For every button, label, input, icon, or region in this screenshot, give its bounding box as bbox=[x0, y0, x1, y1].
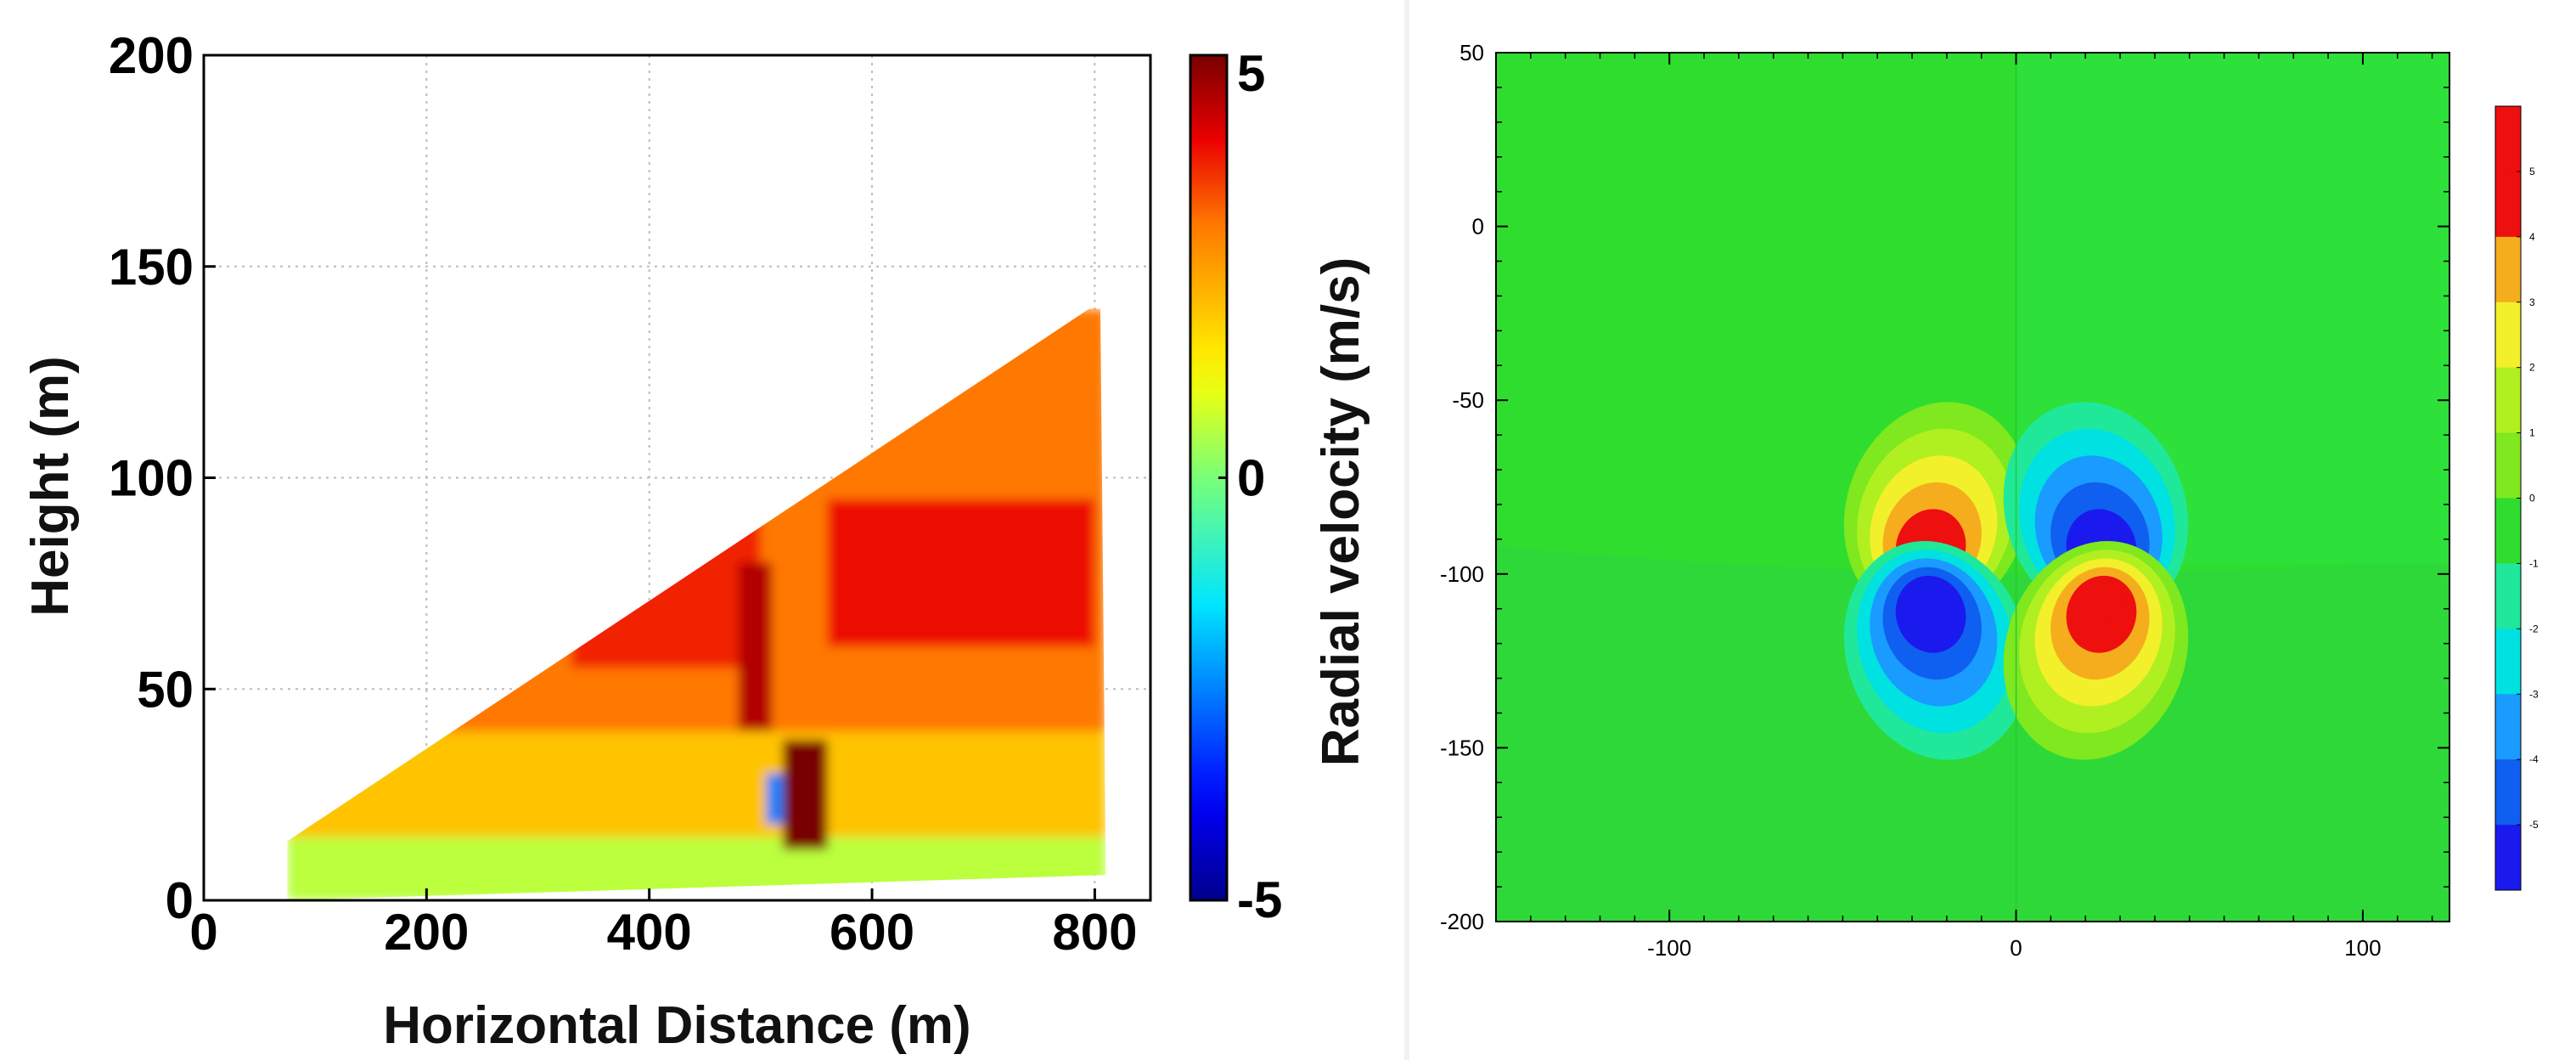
right-chart-panel: -100 0 100 -200 -150 -100 -50 0 50 5 4 3 2 1 0 -1 -2 -3 -4… bbox=[1409, 0, 2576, 1060]
y-tick-label: 100 bbox=[109, 450, 194, 507]
y-tick-label: 0 bbox=[166, 872, 194, 929]
colorbar-tick-label: -5 bbox=[1237, 871, 1282, 928]
colorbar-swatch bbox=[2495, 432, 2521, 499]
colorbar-swatch bbox=[2495, 563, 2521, 629]
right-colorbar-tick-label: 4 bbox=[2529, 231, 2535, 243]
right-x-tick-label: 0 bbox=[2010, 935, 2022, 961]
right-colorbar-tick-label: -4 bbox=[2529, 753, 2539, 765]
heatmap-region-blue-patch bbox=[766, 773, 784, 825]
x-tick-label: 400 bbox=[607, 904, 692, 961]
right-colorbar-tick-label: 1 bbox=[2529, 427, 2535, 439]
right-y-tick-label: -50 bbox=[1452, 387, 1484, 413]
colorbar-swatch bbox=[2495, 759, 2521, 826]
right-axes-frame bbox=[1495, 52, 2450, 922]
vortex-0-core bbox=[1908, 578, 1950, 621]
x-tick-label: 800 bbox=[1052, 904, 1137, 961]
right-y-tick-label: 0 bbox=[1472, 214, 1484, 240]
right-y-tick-label: -150 bbox=[1440, 735, 1484, 760]
x-axis-label: Horizontal Distance (m) bbox=[383, 996, 970, 1055]
colorbar-tick-label: 5 bbox=[1237, 45, 1265, 102]
x-tick-label: 200 bbox=[384, 904, 469, 961]
colorbar-swatch bbox=[2495, 498, 2521, 564]
right-colorbar-tick-label: 0 bbox=[2529, 493, 2535, 505]
colorbar-label: Radial velocity (m/s) bbox=[1312, 257, 1370, 767]
colorbar-swatch bbox=[2495, 302, 2521, 369]
colorbar-swatch bbox=[2495, 694, 2521, 760]
colorbar-swatch bbox=[2495, 236, 2521, 303]
y-axis-label: Height (m) bbox=[21, 356, 80, 617]
y-tick-label: 50 bbox=[137, 661, 194, 718]
right-y-tick-label: 50 bbox=[1460, 40, 1484, 65]
left-chart-panel: 0 200 400 600 800 0 50 100 150 200 Horizontal Dist… bbox=[21, 27, 1370, 1055]
panel-divider bbox=[1404, 0, 1409, 1060]
colorbar-swatch bbox=[2495, 367, 2521, 434]
y-tick-label: 150 bbox=[109, 239, 194, 296]
right-contour-field bbox=[1496, 53, 2449, 922]
right-chart: -100 0 100 -200 -150 -100 -50 0 50 5 4 3 2 1 0 -1 -2 -3 -4… bbox=[1440, 40, 2539, 961]
x-tick-label: 0 bbox=[189, 904, 217, 961]
colorbar-swatch bbox=[2495, 171, 2521, 238]
y-tick-label: 200 bbox=[109, 27, 194, 84]
right-y-tick-label: -100 bbox=[1440, 561, 1484, 587]
vortex-1-core bbox=[2082, 578, 2124, 621]
right-y-tick-label: -200 bbox=[1440, 909, 1484, 934]
right-x-tick-label: 100 bbox=[2344, 935, 2381, 961]
right-colorbar-tick-label: -3 bbox=[2529, 688, 2539, 700]
right-colorbar-tick-label: 2 bbox=[2529, 362, 2535, 374]
right-colorbar-tick-label: -5 bbox=[2529, 819, 2539, 831]
colorbar-swatch bbox=[2495, 629, 2521, 695]
right-colorbar-tick-label: 5 bbox=[2529, 166, 2535, 178]
colorbar-swatch bbox=[2495, 825, 2521, 891]
right-colorbar-tick-label: -1 bbox=[2529, 557, 2539, 569]
right-x-tick-label: -100 bbox=[1647, 935, 1691, 961]
right-colorbar-tick-label: -2 bbox=[2529, 623, 2539, 634]
colorbar-tick-label: 0 bbox=[1237, 450, 1265, 507]
right-colorbar-tick-label: 3 bbox=[2529, 296, 2535, 308]
heatmap-region-high-region-right bbox=[827, 499, 1095, 647]
heatmap-region-red-vertical-band bbox=[738, 562, 772, 731]
x-tick-label: 600 bbox=[830, 904, 914, 961]
colorbar-swatch bbox=[2495, 106, 2521, 172]
heatmap-region-dark-red-core bbox=[783, 739, 828, 850]
